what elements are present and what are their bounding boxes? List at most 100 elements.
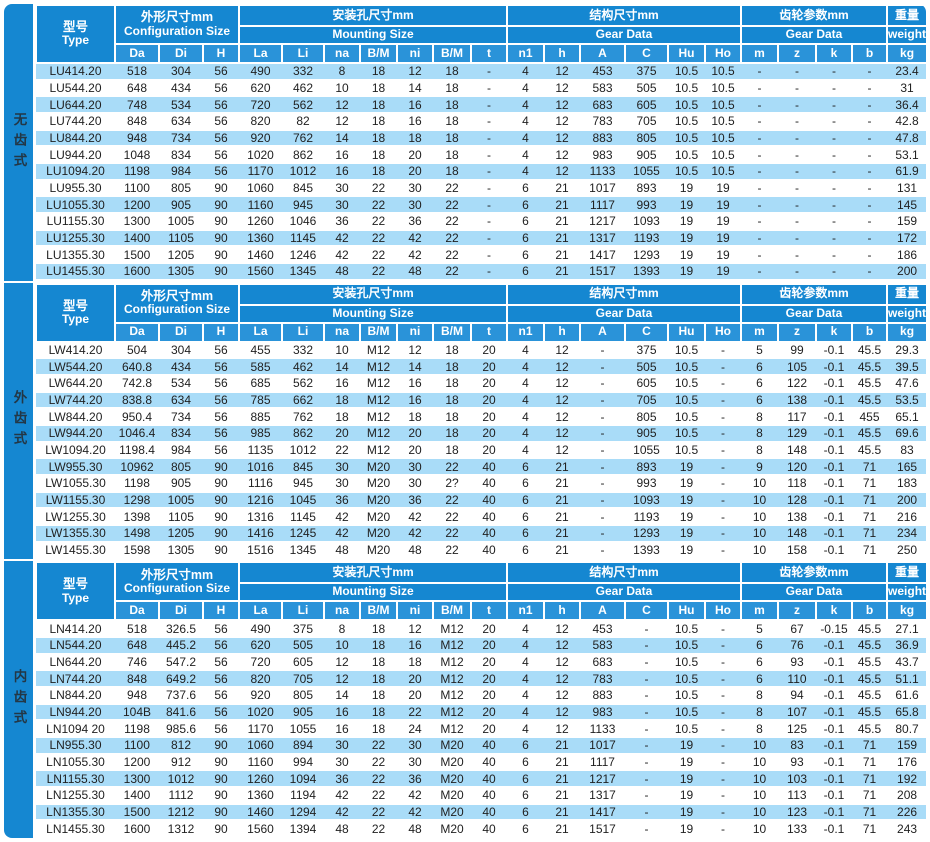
spec-row: LU744.20 848 634 56 820 82 12 18 16 18-4 12 783 705 1… (36, 112, 926, 131)
model-cell: LN1355.30 (36, 803, 115, 822)
spec-cell: - (705, 458, 741, 476)
spec-cell: 4 (507, 670, 544, 688)
spec-cell: 42 (324, 229, 360, 248)
spec-cell: 4 (507, 146, 544, 164)
spec-cell: 19 (668, 753, 705, 772)
spec-cell: 18 (360, 63, 397, 81)
spec-cell: 945 (282, 474, 324, 493)
spec-cell: 19 (668, 524, 705, 543)
spec-cell: 21 (544, 770, 580, 788)
spec-cell: - (816, 179, 852, 198)
column-header: H (202, 43, 240, 64)
section-table-wrap: 型号 Type 外形尺寸mm Configuration Size 安装孔尺寸mm 结构尺… (35, 282, 926, 560)
column-header: H (202, 600, 240, 622)
spec-cell: M12 (360, 391, 397, 410)
spec-cell: 138 (778, 508, 816, 526)
spec-cell: 8 (741, 441, 778, 460)
spec-cell: - (471, 196, 507, 214)
spec-cell: 42 (397, 229, 433, 248)
type-label-zh: 型号 (62, 19, 88, 34)
spec-cell: 1055 (625, 441, 668, 460)
spec-cell: 19 (668, 736, 705, 755)
spec-cell: 94 (778, 686, 816, 705)
spec-cell: 56 (203, 686, 239, 705)
section-label-toothless: 无齿式 (4, 4, 33, 281)
spec-cell: 6 (507, 736, 544, 755)
header-row-columns: Da Di H La Li na B/M ni B/M t n1 h A C Hu Ho m z k b kg (36, 321, 926, 343)
column-header: k (815, 43, 853, 64)
header-row-group: 型号 Type 外形尺寸mm Configuration Size 安装孔尺寸mm 结构尺… (35, 282, 926, 343)
spec-row: LW1355.30 1498 1205 90 1416 1245 42 M20 42 22 40 6 2… (36, 524, 926, 543)
spec-cell: - (816, 96, 852, 114)
spec-cell: 22 (360, 212, 397, 231)
column-header: Hu (667, 321, 706, 343)
spec-cell: 4 (507, 79, 544, 98)
spec-cell: -0.1 (816, 391, 852, 410)
spec-cell: 12 (397, 341, 433, 360)
spec-row: LN544.20 648 445.2 56 620 505 10 18 16 M12 20 4 12 58… (36, 637, 926, 655)
spec-cell: 90 (203, 786, 239, 805)
spec-cell: 4 (507, 653, 544, 672)
spec-cell: 30 (324, 753, 360, 772)
spec-cell: 518 (115, 63, 159, 81)
spec-cell: 18 (324, 408, 360, 426)
spec-cell: 30 (397, 474, 433, 493)
spec-cell: 22 (433, 229, 471, 248)
spec-cell: M12 (360, 441, 397, 460)
spec-cell: 834 (159, 424, 203, 443)
spec-cell: 1012 (159, 770, 203, 788)
model-cell: LU1355.30 (36, 246, 115, 264)
spec-cell: 90 (203, 541, 239, 560)
spec-cell: 1500 (115, 246, 159, 264)
model-cell: LW1355.30 (36, 524, 115, 543)
spec-cell: 993 (625, 196, 668, 214)
column-header: C (624, 600, 669, 622)
spec-cell: 200 (887, 491, 926, 510)
spec-cell: 1160 (239, 753, 282, 772)
spec-cell: -0.15 (816, 620, 852, 638)
model-cell: LN1055.30 (36, 753, 115, 772)
spec-cell: 1133 (580, 720, 625, 738)
spec-cell: 148 (778, 524, 816, 543)
spec-cell: 883 (580, 686, 625, 705)
spec-cell: 1600 (115, 262, 159, 281)
spec-row: LN955.30 1100 812 90 1060 894 30 22 30 M20 40 6 21 10… (36, 736, 926, 755)
spec-cell: - (741, 179, 778, 198)
spec-cell: 19 (705, 262, 741, 281)
spec-cell: 40 (471, 753, 507, 772)
spec-cell: 1345 (282, 262, 324, 281)
spec-cell: 10.5 (705, 96, 741, 114)
spec-cell: M20 (360, 508, 397, 526)
model-cell: LN844.20 (36, 686, 115, 705)
spec-cell: 1317 (580, 229, 625, 248)
spec-cell: - (471, 96, 507, 114)
model-cell: LW1094.20 (36, 441, 115, 460)
spec-cell: - (852, 112, 888, 131)
spec-cell: 805 (625, 408, 668, 426)
spec-cell: 12 (544, 358, 580, 376)
spec-cell: 4 (507, 620, 544, 638)
spec-cell: 118 (778, 474, 816, 493)
spec-cell: - (580, 524, 625, 543)
spec-cell: 1245 (282, 524, 324, 543)
spec-cell: 40 (471, 491, 507, 510)
spec-cell: 21 (544, 458, 580, 476)
spec-cell: 1460 (239, 803, 282, 822)
spec-cell: 29.3 (887, 341, 926, 360)
type-header: 型号 Type (35, 4, 116, 64)
spec-cell: 6 (507, 508, 544, 526)
column-header: kg (886, 600, 926, 622)
spec-cell: 1246 (282, 246, 324, 264)
spec-cell: 90 (203, 491, 239, 510)
spec-cell: 30 (324, 458, 360, 476)
spec-cell: 90 (203, 196, 239, 214)
spec-cell: 12 (544, 341, 580, 360)
spec-cell: 1055 (282, 720, 324, 738)
spec-cell: - (741, 229, 778, 248)
spec-cell: - (741, 63, 778, 81)
spec-cell: 12 (397, 620, 433, 638)
spec-cell: 18 (360, 620, 397, 638)
spec-cell: 4 (507, 424, 544, 443)
spec-cell: - (471, 162, 507, 181)
spec-cell: 885 (239, 408, 282, 426)
